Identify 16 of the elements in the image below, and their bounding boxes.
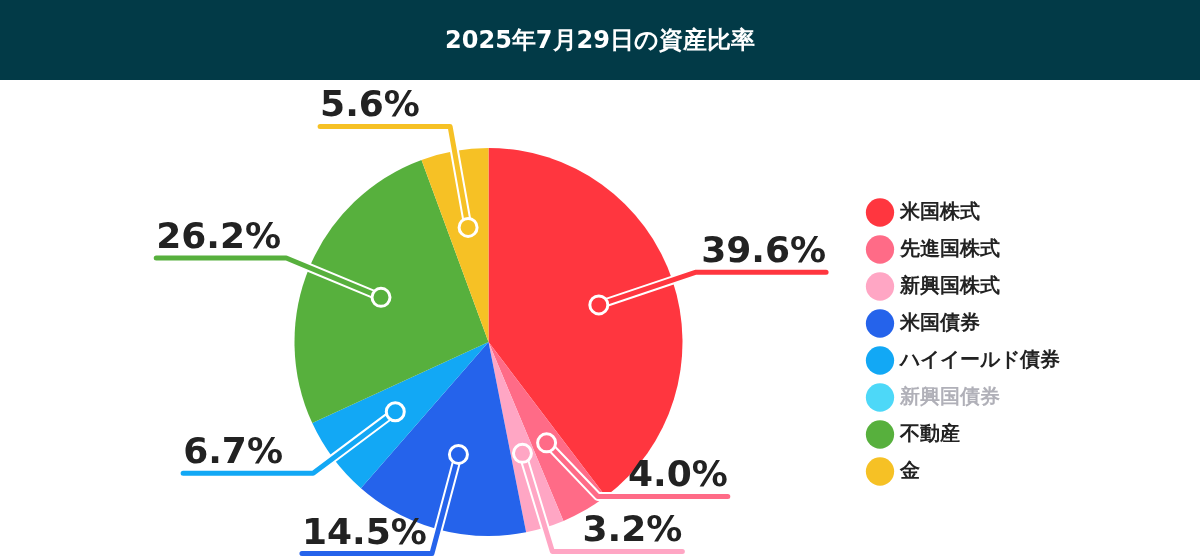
legend-label: 米国株式 — [899, 198, 980, 223]
data-label: 14.5% — [301, 510, 427, 552]
data-label: 5.6% — [320, 83, 420, 125]
data-label: 26.2% — [156, 215, 282, 257]
data-label: 6.7% — [183, 430, 283, 472]
legend-label: 不動産 — [899, 420, 960, 445]
legend-label: 金 — [899, 457, 920, 482]
legend-label: ハイイールド債券 — [898, 346, 1060, 371]
data-label: 3.2% — [582, 508, 683, 550]
data-label: 4.0% — [627, 453, 728, 495]
chart-title: 2025年7月29日の資産比率 — [0, 0, 1200, 80]
legend-label: 新興国株式 — [899, 272, 1000, 297]
legend-label: 米国債券 — [899, 309, 980, 334]
legend-label: 新興国債券 — [899, 383, 1000, 408]
legend-label: 先進国株式 — [899, 235, 1000, 260]
data-label: 39.6% — [701, 229, 827, 271]
